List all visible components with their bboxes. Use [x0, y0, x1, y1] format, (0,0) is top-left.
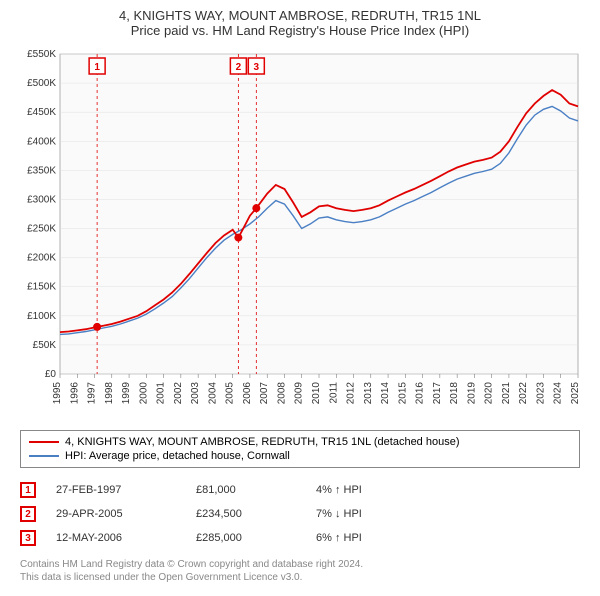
svg-text:£150K: £150K [27, 282, 56, 293]
legend-label-hpi: HPI: Average price, detached house, Corn… [65, 450, 290, 462]
attribution-line1: Contains HM Land Registry data © Crown c… [20, 558, 588, 571]
svg-text:2017: 2017 [432, 382, 443, 405]
svg-text:1998: 1998 [104, 382, 115, 405]
svg-text:£400K: £400K [27, 136, 56, 147]
sale-row-3: 3 12-MAY-2006 £285,000 6% ↑ HPI [20, 526, 580, 550]
svg-text:2024: 2024 [553, 382, 564, 405]
svg-text:2014: 2014 [380, 382, 391, 405]
legend-swatch-hpi [29, 455, 59, 457]
svg-text:2016: 2016 [415, 382, 426, 405]
svg-text:2001: 2001 [156, 382, 167, 405]
svg-text:2011: 2011 [328, 382, 339, 404]
sale-marker-3: 3 [20, 530, 36, 546]
svg-text:2007: 2007 [259, 382, 270, 405]
svg-text:2005: 2005 [225, 382, 236, 405]
svg-text:£500K: £500K [27, 78, 56, 89]
svg-text:£0: £0 [45, 369, 57, 380]
sale-marker-1: 1 [20, 482, 36, 498]
sale-price-1: £81,000 [196, 484, 296, 496]
title-line1: 4, KNIGHTS WAY, MOUNT AMBROSE, REDRUTH, … [12, 8, 588, 23]
svg-text:2: 2 [236, 62, 242, 73]
chart-svg: £0 £50K £100K £150K £200K £250K £300K £350K £400… [12, 44, 588, 424]
svg-text:£50K: £50K [33, 340, 57, 351]
svg-text:2019: 2019 [466, 382, 477, 405]
svg-text:2008: 2008 [276, 382, 287, 405]
svg-text:2018: 2018 [449, 382, 460, 405]
chart: £0 £50K £100K £150K £200K £250K £300K £350K £400… [12, 44, 588, 424]
legend-label-property: 4, KNIGHTS WAY, MOUNT AMBROSE, REDRUTH, … [65, 436, 460, 448]
sale-date-3: 12-MAY-2006 [56, 532, 176, 544]
sales-table: 1 27-FEB-1997 £81,000 4% ↑ HPI 2 29-APR-… [20, 478, 580, 550]
svg-text:2006: 2006 [242, 382, 253, 405]
title-block: 4, KNIGHTS WAY, MOUNT AMBROSE, REDRUTH, … [12, 8, 588, 38]
svg-text:£100K: £100K [27, 311, 56, 322]
legend: 4, KNIGHTS WAY, MOUNT AMBROSE, REDRUTH, … [20, 430, 580, 468]
svg-text:1995: 1995 [52, 382, 63, 405]
sale-date-1: 27-FEB-1997 [56, 484, 176, 496]
sale-date-2: 29-APR-2005 [56, 508, 176, 520]
legend-swatch-property [29, 441, 59, 443]
svg-text:2002: 2002 [173, 382, 184, 405]
sale-delta-3: 6% ↑ HPI [316, 532, 416, 544]
svg-text:2022: 2022 [518, 382, 529, 405]
svg-text:2020: 2020 [484, 382, 495, 405]
svg-text:2004: 2004 [207, 382, 218, 405]
svg-text:1999: 1999 [121, 382, 132, 405]
svg-text:3: 3 [254, 62, 260, 73]
sale-price-3: £285,000 [196, 532, 296, 544]
chart-container: 4, KNIGHTS WAY, MOUNT AMBROSE, REDRUTH, … [0, 0, 600, 596]
attribution-line2: This data is licensed under the Open Gov… [20, 571, 588, 584]
legend-row-property: 4, KNIGHTS WAY, MOUNT AMBROSE, REDRUTH, … [29, 435, 571, 449]
svg-text:2015: 2015 [397, 382, 408, 405]
sale-row-2: 2 29-APR-2005 £234,500 7% ↓ HPI [20, 502, 580, 526]
sale-delta-1: 4% ↑ HPI [316, 484, 416, 496]
svg-text:2013: 2013 [363, 382, 374, 405]
svg-text:2000: 2000 [138, 382, 149, 405]
attribution: Contains HM Land Registry data © Crown c… [20, 558, 588, 584]
svg-text:2025: 2025 [570, 382, 581, 405]
svg-text:1: 1 [94, 62, 100, 73]
svg-text:£350K: £350K [27, 165, 56, 176]
svg-text:1997: 1997 [87, 382, 98, 405]
svg-text:£450K: £450K [27, 107, 56, 118]
svg-text:1996: 1996 [69, 382, 80, 405]
title-line2: Price paid vs. HM Land Registry's House … [12, 23, 588, 38]
sale-marker-2: 2 [20, 506, 36, 522]
svg-text:2010: 2010 [311, 382, 322, 405]
svg-text:2021: 2021 [501, 382, 512, 405]
svg-text:2012: 2012 [346, 382, 357, 405]
svg-text:£250K: £250K [27, 224, 56, 235]
svg-text:£550K: £550K [27, 49, 56, 60]
svg-text:2023: 2023 [535, 382, 546, 405]
svg-text:£200K: £200K [27, 253, 56, 264]
svg-text:2003: 2003 [190, 382, 201, 405]
legend-row-hpi: HPI: Average price, detached house, Corn… [29, 449, 571, 463]
sale-price-2: £234,500 [196, 508, 296, 520]
svg-text:2009: 2009 [294, 382, 305, 405]
sale-delta-2: 7% ↓ HPI [316, 508, 416, 520]
svg-text:£300K: £300K [27, 194, 56, 205]
sale-row-1: 1 27-FEB-1997 £81,000 4% ↑ HPI [20, 478, 580, 502]
